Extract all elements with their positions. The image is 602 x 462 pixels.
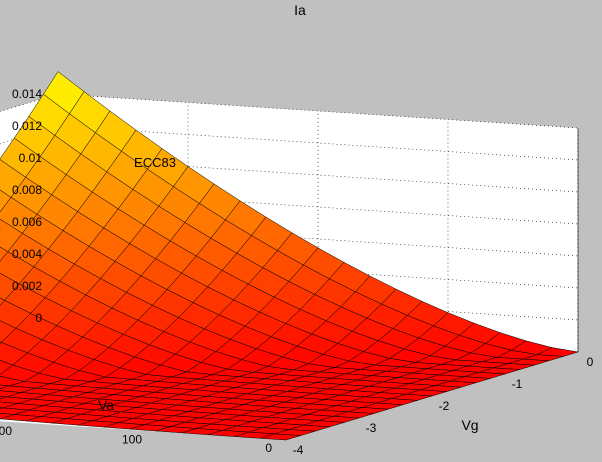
- x-tick-label: 0: [587, 355, 594, 369]
- z-tick-label: 0.004: [12, 247, 42, 261]
- x-tick-label: -1: [512, 377, 523, 391]
- y-tick-label: 200: [0, 424, 12, 438]
- z-tick-label: 0: [35, 311, 42, 325]
- surface-annotation: ECC83: [134, 155, 176, 170]
- x-tick-label: -4: [293, 443, 304, 457]
- y-axis-label: Va: [98, 397, 114, 413]
- surface-patch: [259, 433, 301, 441]
- z-tick-label: 0.008: [12, 183, 42, 197]
- x-tick-label: -2: [439, 399, 450, 413]
- z-tick-label: 0.01: [19, 151, 43, 165]
- tick-labels: 0 0.002 0.004 0.006 0.008 0.01 0.012 0.014 0 -1 -2…: [0, 87, 594, 457]
- x-tick-label: -3: [366, 421, 377, 435]
- y-tick-label: 100: [122, 433, 142, 447]
- z-tick-label: 0.012: [12, 119, 42, 133]
- surface-mesh: [0, 71, 579, 441]
- chart-title: Ia: [294, 2, 306, 18]
- z-tick-label: 0.014: [12, 87, 42, 101]
- y-tick-label: 0: [265, 441, 272, 455]
- x-axis-label: Vg: [461, 417, 478, 433]
- z-tick-label: 0.006: [12, 215, 42, 229]
- surface-patch: [0, 297, 6, 306]
- z-tick-label: 0.002: [12, 279, 42, 293]
